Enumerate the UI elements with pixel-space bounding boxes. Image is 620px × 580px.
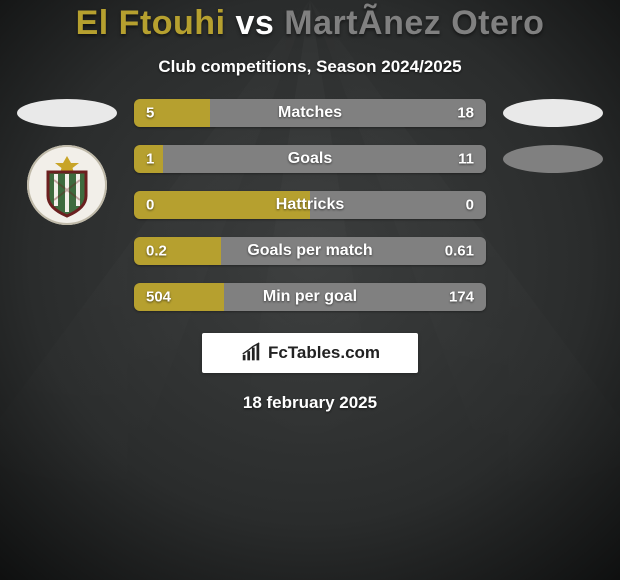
stat-value-right: 11 xyxy=(458,151,474,168)
brand-text: FcTables.com xyxy=(268,343,380,363)
stat-label: Goals xyxy=(288,150,332,168)
stat-value-right: 174 xyxy=(449,289,474,306)
stat-bars: 518Matches111Goals00Hattricks0.20.61Goal… xyxy=(134,99,486,311)
stat-value-left: 504 xyxy=(146,289,171,306)
title-left: El Ftouhi xyxy=(76,4,226,42)
stat-label: Goals per match xyxy=(247,242,372,260)
left-side xyxy=(12,99,122,225)
stat-value-left: 1 xyxy=(146,151,154,168)
stat-value-right: 0 xyxy=(466,197,474,214)
left-player-pill xyxy=(17,99,117,127)
brand-box: FcTables.com xyxy=(202,333,418,373)
right-player-pill-2 xyxy=(503,145,603,173)
right-side xyxy=(498,99,608,173)
stat-row: 504 174 Min per goal xyxy=(134,283,486,311)
stat-row: 111Goals xyxy=(134,145,486,173)
title-right: MartÃ­nez Otero xyxy=(284,4,544,42)
stat-value-right: 0.61 xyxy=(445,243,474,260)
stat-label: Matches xyxy=(278,104,342,122)
bar-right xyxy=(210,99,486,127)
stat-row: 0 0 Hattricks xyxy=(134,191,486,219)
subtitle: Club competitions, Season 2024/2025 xyxy=(158,57,461,77)
title-vs: vs xyxy=(226,4,285,42)
stat-row: 5 18 Matches xyxy=(134,99,486,127)
stat-value-left: 0.2 xyxy=(146,243,167,260)
stat-row: 0.2 0.61 Goals per match xyxy=(134,237,486,265)
stat-value-right: 18 xyxy=(457,105,474,122)
stat-label: Min per goal xyxy=(263,288,357,306)
left-club-crest xyxy=(27,145,107,225)
page-title: El Ftouhi vs MartÃ­nez Otero xyxy=(76,4,545,43)
stat-value-left: 0 xyxy=(146,197,154,214)
chart-icon xyxy=(240,342,262,364)
right-player-pill-1 xyxy=(503,99,603,127)
stat-label: Hattricks xyxy=(276,196,344,214)
date: 18 february 2025 xyxy=(243,393,377,413)
stat-value-left: 5 xyxy=(146,105,154,122)
compare-area: 518Matches111Goals00Hattricks0.20.61Goal… xyxy=(0,99,620,311)
